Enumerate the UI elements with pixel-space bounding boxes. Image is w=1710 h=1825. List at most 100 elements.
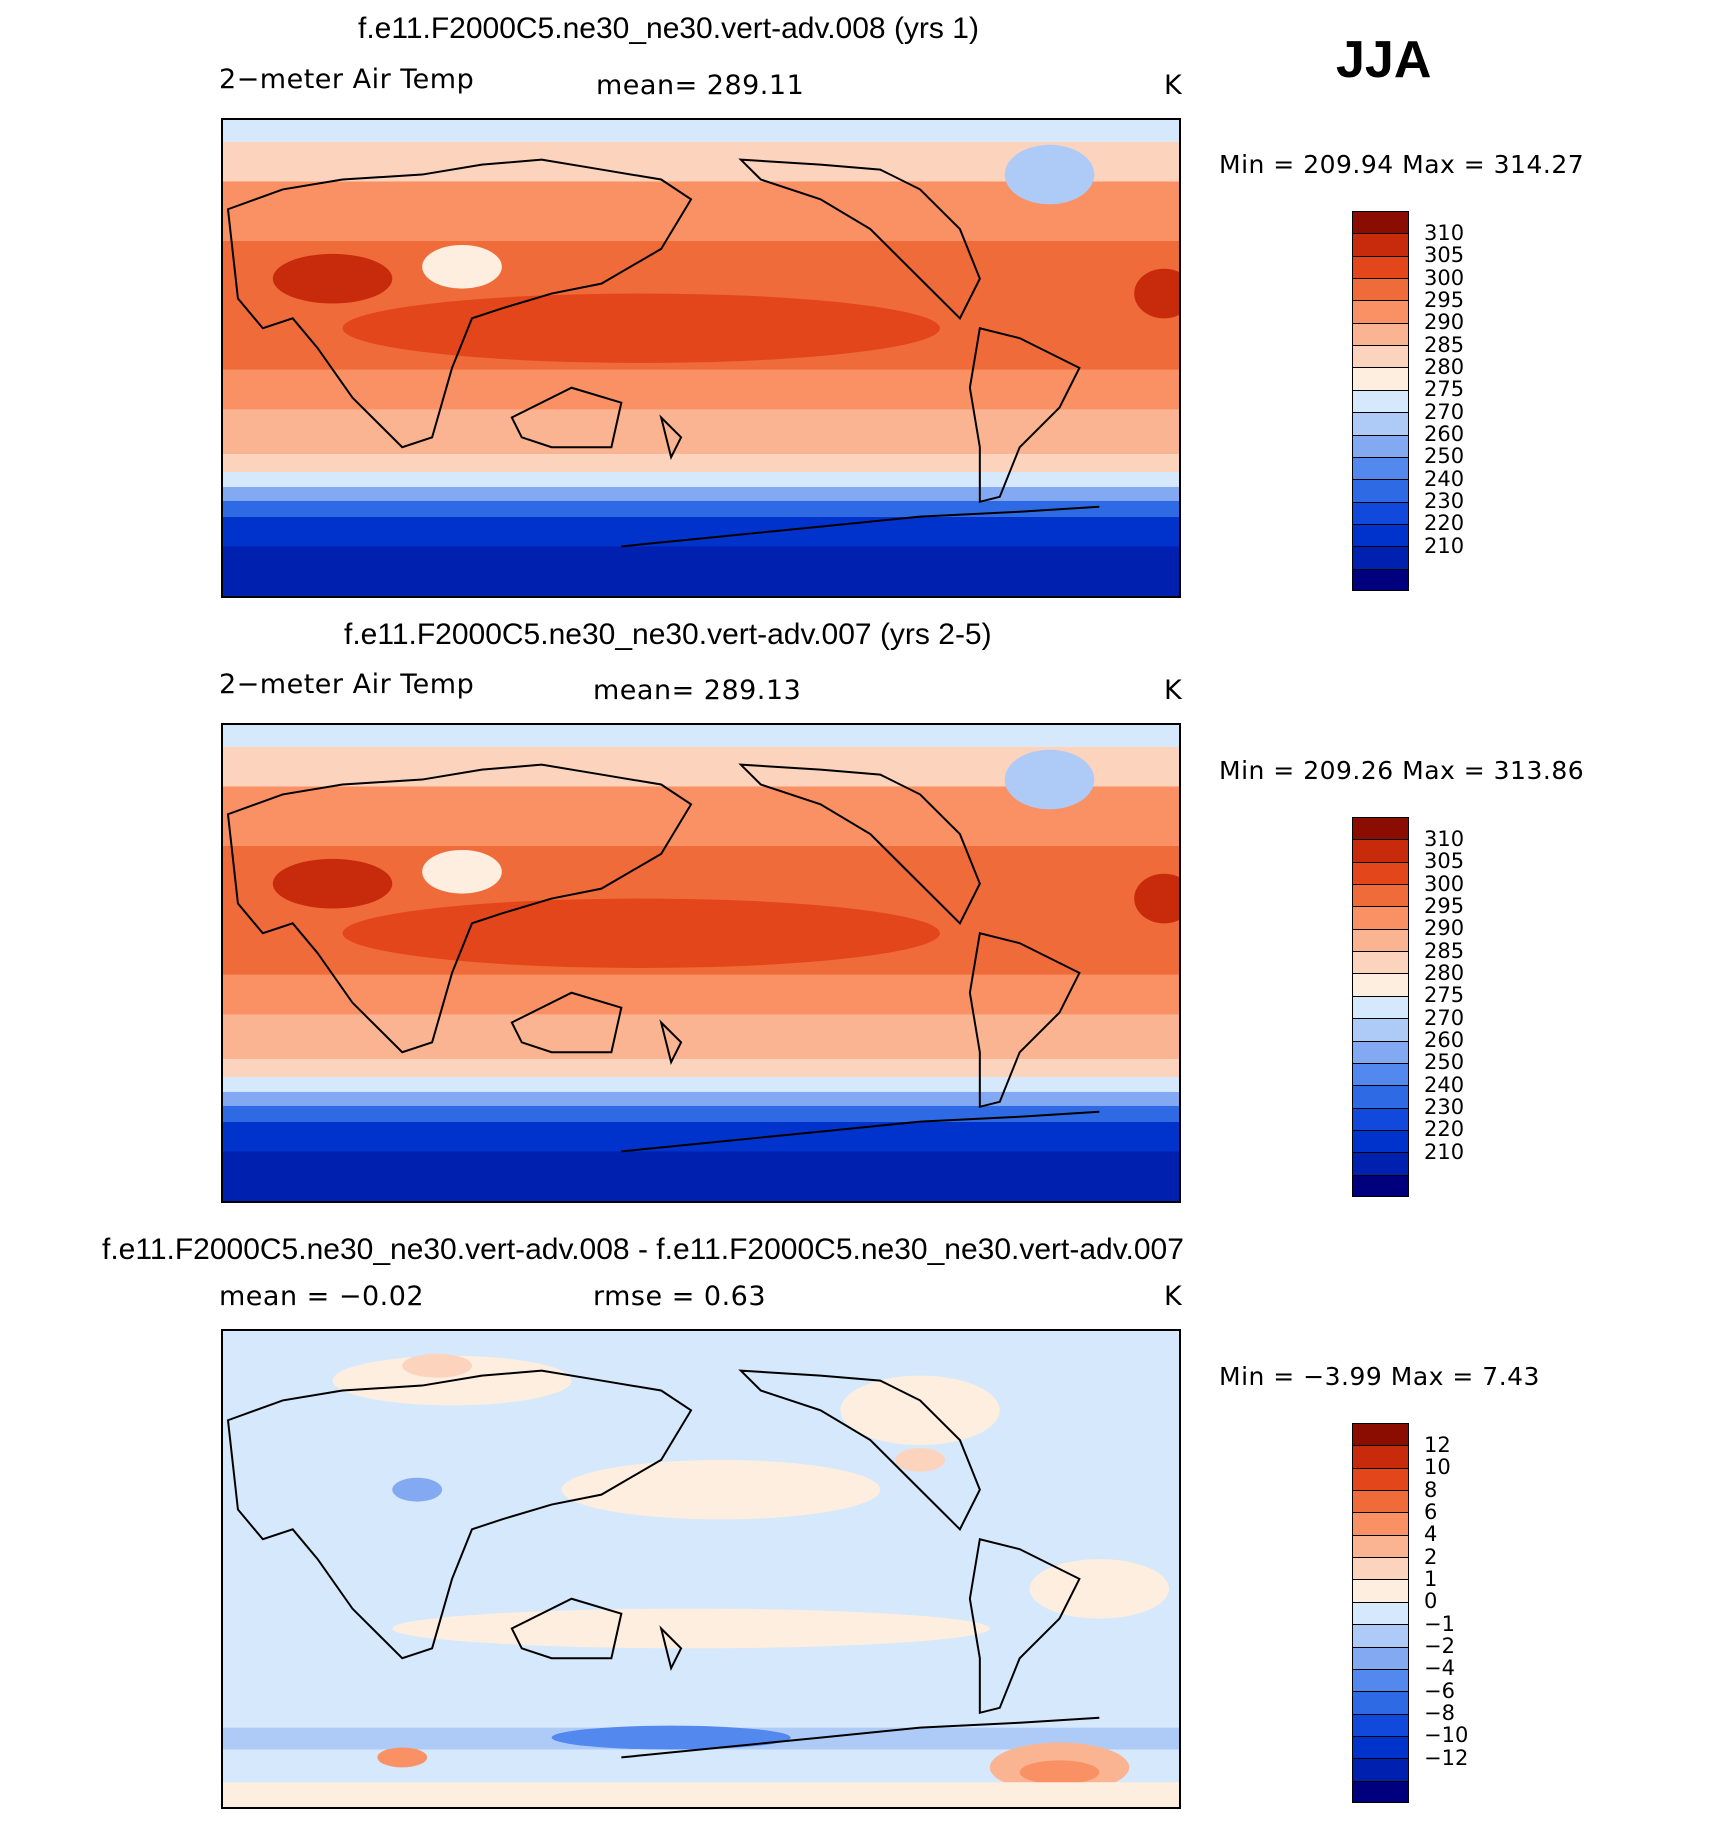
colorbar-tick-label: 300 <box>1424 265 1465 290</box>
colorbar-swatch <box>1352 951 1409 974</box>
colorbar-tick-label: 220 <box>1424 1117 1465 1142</box>
diff-positive-pacific <box>561 1459 881 1520</box>
colorbar-swatch <box>1352 300 1409 324</box>
colorbar-tick-label: 0 <box>1424 1589 1438 1614</box>
panel-3-rmse-label: rmse = 0.63 <box>593 1281 767 1312</box>
temp-band-south-cool <box>223 1077 1179 1092</box>
temp-band-antarctic-edge <box>223 1105 1179 1122</box>
colorbar-swatch <box>1352 1780 1409 1804</box>
colorbar-tick-label: 285 <box>1424 938 1465 963</box>
colorbar-swatch <box>1352 1735 1409 1759</box>
colorbar-swatch <box>1352 1512 1409 1536</box>
colorbar-swatch <box>1352 1085 1409 1109</box>
colorbar-swatch <box>1352 389 1409 413</box>
temp-band-arctic <box>223 725 1179 747</box>
greenland-cold-spot <box>1004 749 1095 810</box>
colorbar-tick-label: 210 <box>1424 1139 1465 1164</box>
colorbar-swatch <box>1352 995 1409 1019</box>
temp-band-arctic <box>223 120 1179 142</box>
diff-positive-antarctic-west <box>377 1747 428 1768</box>
colorbar-swatch <box>1352 479 1409 503</box>
colorbar-swatch <box>1352 1423 1409 1446</box>
temp-band-antarctica-interior <box>223 546 1179 596</box>
colorbar-swatch <box>1352 456 1409 480</box>
colorbar-tick-label: 210 <box>1424 533 1465 558</box>
colorbar-tick-label: 10 <box>1424 1455 1451 1480</box>
panel-2-map <box>221 723 1181 1203</box>
panel-3-map <box>221 1329 1181 1809</box>
colorbar-swatch <box>1352 928 1409 952</box>
colorbar-swatch <box>1352 412 1409 436</box>
colorbar-tick-label: −12 <box>1424 1745 1469 1770</box>
colorbar-swatch <box>1352 1129 1409 1153</box>
panel-1-map <box>221 118 1181 598</box>
coastlines <box>226 763 1100 1153</box>
panel-3-mean-label: mean = −0.02 <box>219 1281 425 1312</box>
panel-1-minmax: Min = 209.94 Max = 314.27 <box>1219 150 1585 179</box>
colorbar-swatch <box>1352 884 1409 907</box>
temp-band-south-sub <box>223 974 1179 1015</box>
colorbar-tick-label: 230 <box>1424 489 1465 514</box>
tibet-cold-spot <box>422 244 502 289</box>
colorbar-tick-label: 1 <box>1424 1566 1438 1591</box>
colorbar-tick-label: 295 <box>1424 893 1465 918</box>
colorbar-swatch <box>1352 434 1409 458</box>
colorbar-swatch <box>1352 1040 1409 1064</box>
colorbar-tick-label: 12 <box>1424 1432 1451 1457</box>
coastlines <box>226 1369 1100 1759</box>
colorbar-tick-label: −10 <box>1424 1723 1469 1748</box>
colorbar-swatch <box>1352 1107 1409 1131</box>
panel-1-variable-label: 2−meter Air Temp <box>219 64 475 95</box>
colorbar-tick-label: 280 <box>1424 960 1465 985</box>
colorbar-swatch <box>1352 1490 1409 1513</box>
colorbar-tick-label: 2 <box>1424 1544 1438 1569</box>
diff-positive-antarctica-core <box>1019 1760 1100 1785</box>
colorbar-swatch <box>1352 861 1409 885</box>
colorbar-swatch <box>1352 817 1409 840</box>
colorbar-swatch <box>1352 1557 1409 1580</box>
colorbar-swatch <box>1352 1646 1409 1670</box>
colorbar-swatch <box>1352 1713 1409 1737</box>
colorbar-tick-label: 260 <box>1424 1028 1465 1053</box>
colorbar-tick-label: 250 <box>1424 444 1465 469</box>
panel-2-minmax: Min = 209.26 Max = 313.86 <box>1219 756 1585 785</box>
colorbar-swatch <box>1352 367 1409 391</box>
colorbar-tick-label: 280 <box>1424 354 1465 379</box>
panel-2-units-label: K <box>1164 675 1183 706</box>
coastlines <box>226 158 1100 548</box>
colorbar-swatch <box>1352 1579 1409 1603</box>
colorbar-tick-label: −1 <box>1424 1611 1455 1636</box>
colorbar-tick-label: 305 <box>1424 243 1465 268</box>
colorbar-tick-label: 310 <box>1424 826 1465 851</box>
colorbar-swatch <box>1352 523 1409 547</box>
panel-3-minmax: Min = −3.99 Max = 7.43 <box>1219 1362 1540 1391</box>
colorbar-tick-label: 275 <box>1424 983 1465 1008</box>
colorbar-swatch <box>1352 1691 1409 1715</box>
colorbar-tick-label: 240 <box>1424 1072 1465 1097</box>
panel-2-mean-label: mean= 289.13 <box>593 675 802 706</box>
colorbar-swatch <box>1352 1534 1409 1558</box>
panel-2-colorbar: 310 305 300 295 290 285 280 275 270 260 250 240 230 2… <box>1352 817 1464 1198</box>
colorbar-tick-label: 260 <box>1424 422 1465 447</box>
colorbar-swatch <box>1352 1018 1409 1042</box>
colorbar-swatch <box>1352 322 1409 346</box>
middle-east-hot-spot <box>272 253 393 304</box>
panel-1-units-label: K <box>1164 70 1183 101</box>
colorbar-tick-label: 250 <box>1424 1050 1465 1075</box>
colorbar-swatch <box>1352 568 1409 592</box>
temp-band-antarctic-edge <box>223 500 1179 517</box>
colorbar-swatch <box>1352 1601 1409 1625</box>
colorbar-swatch <box>1352 1152 1409 1176</box>
temp-band-south-high <box>223 454 1179 473</box>
panel-2-contour-map <box>223 725 1179 1201</box>
temp-band-south-sub <box>223 369 1179 410</box>
temp-warm-pool <box>342 898 940 968</box>
panel-3-units-label: K <box>1164 1281 1183 1312</box>
colorbar-tick-label: 285 <box>1424 332 1465 357</box>
colorbar-tick-label: −2 <box>1424 1634 1455 1659</box>
colorbar-swatch <box>1352 501 1409 525</box>
colorbar-tick-label: 6 <box>1424 1499 1438 1524</box>
colorbar-tick-label: 240 <box>1424 466 1465 491</box>
diff-negative-tibet <box>392 1477 443 1502</box>
temp-band-southern-ocean <box>223 486 1179 501</box>
